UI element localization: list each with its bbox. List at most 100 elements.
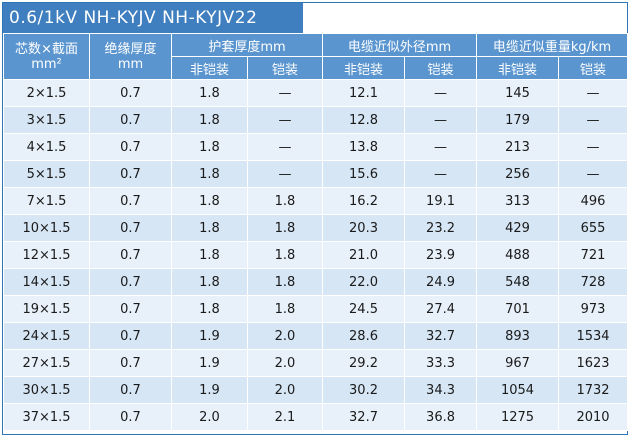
cell-diameter-unarmored: 13.8 <box>322 133 406 161</box>
cell-cores-section: 4×1.5 <box>3 133 90 161</box>
cell-diameter-armored: 32.7 <box>404 322 478 350</box>
cell-diameter-unarmored: 24.5 <box>322 295 406 323</box>
cell-cores-section: 10×1.5 <box>3 214 90 242</box>
cell-weight-unarmored: 1275 <box>476 403 560 431</box>
cell-weight-armored: 1732 <box>558 376 629 404</box>
table-row: 4×1.5 0.7 1.8—13.8—213— <box>3 133 629 161</box>
cell-weight-unarmored: 967 <box>476 349 560 377</box>
cell-sheath-armored: 2.1 <box>246 403 324 431</box>
cell-sheath-unarmored: 1.8 <box>171 295 248 323</box>
cell-weight-armored: 973 <box>558 295 629 323</box>
cell-weight-armored: — <box>558 106 629 134</box>
header-insulation-line1: 绝缘厚度 <box>104 41 157 57</box>
header-diameter-armored: 铠装 <box>404 56 478 80</box>
cell-diameter-unarmored: 20.3 <box>322 214 406 242</box>
cell-weight-armored: 728 <box>558 268 629 296</box>
cell-sheath-unarmored: 1.8 <box>171 187 248 215</box>
cell-sheath-unarmored: 1.8 <box>171 133 248 161</box>
cell-sheath-unarmored: 1.8 <box>171 268 248 296</box>
cell-insulation: 0.7 <box>89 106 172 134</box>
table-row: 24×1.5 0.7 1.9 2.0 28.6 32.7 893 1534 <box>3 322 629 350</box>
table-row: 10×1.5 0.7 1.8 1.8 20.3 23.2 429 655 <box>3 214 629 242</box>
cell-diameter-unarmored: 32.7 <box>322 403 406 431</box>
table-row: 27×1.5 0.7 1.9 2.0 29.2 33.3 967 1623 <box>3 349 629 377</box>
cell-sheath-unarmored: 1.8 <box>171 106 248 134</box>
cell-sheath-unarmored: 1.9 <box>171 349 248 377</box>
cell-sheath-armored: 1.8 <box>246 268 324 296</box>
cell-diameter-unarmored: 21.0 <box>322 241 406 269</box>
cell-weight-unarmored: 1054 <box>476 376 560 404</box>
cell-weight-unarmored: 145 <box>476 79 560 107</box>
cell-sheath-unarmored: 2.0 <box>171 403 248 431</box>
header-diameter: 电缆近似外径mm <box>322 33 478 57</box>
header-insulation: 绝缘厚度 mm <box>89 33 172 80</box>
cell-weight-armored: 496 <box>558 187 629 215</box>
cell-sheath-unarmored: 1.8 <box>171 160 248 188</box>
cell-weight-armored: 1534 <box>558 322 629 350</box>
header-sheath: 护套厚度mm <box>170 33 324 57</box>
table-row: 30×1.5 0.7 1.9 2.0 30.2 34.3 1054 1732 <box>3 376 629 404</box>
cell-diameter-unarmored: 30.2 <box>322 376 406 404</box>
cell-diameter-armored: 27.4 <box>404 295 478 323</box>
cell-cores-section: 7×1.5 <box>3 187 90 215</box>
table-title: 0.6/1kV NH-KYJV NH-KYJV22 <box>3 3 303 33</box>
cell-sheath-armored: 2.0 <box>246 376 324 404</box>
cell-weight-armored: 2010 <box>558 403 629 431</box>
cell-insulation: 0.7 <box>89 187 172 215</box>
cell-cores-section: 24×1.5 <box>3 322 90 350</box>
table-row: 12×1.5 0.7 1.8 1.8 21.0 23.9 488 721 <box>3 241 629 269</box>
cell-sheath-armored: 1.8 <box>246 241 324 269</box>
cell-sheath-armored: — <box>246 79 324 107</box>
cell-diameter-armored: — <box>404 79 478 107</box>
header-cores-section-line2: mm² <box>31 56 62 72</box>
cell-insulation: 0.7 <box>89 349 172 377</box>
cell-sheath-unarmored: 1.8 <box>171 241 248 269</box>
table-row: 3×1.5 0.7 1.8—12.8—179— <box>3 106 629 134</box>
cell-diameter-armored: 33.3 <box>404 349 478 377</box>
cell-sheath-armored: 1.8 <box>246 187 324 215</box>
cell-cores-section: 30×1.5 <box>3 376 90 404</box>
cell-sheath-armored: — <box>246 160 324 188</box>
cell-insulation: 0.7 <box>89 214 172 242</box>
cell-diameter-armored: — <box>404 133 478 161</box>
cell-diameter-armored: 24.9 <box>404 268 478 296</box>
cell-insulation: 0.7 <box>89 268 172 296</box>
table-row: 14×1.5 0.7 1.8 1.8 22.0 24.9 548 728 <box>3 268 629 296</box>
cell-sheath-armored: 1.8 <box>246 214 324 242</box>
header-weight-armored: 铠装 <box>558 56 629 80</box>
cell-cores-section: 3×1.5 <box>3 106 90 134</box>
table-row: 2×1.5 0.7 1.8—12.1—145— <box>3 79 629 107</box>
header-diameter-unarmored: 非铠装 <box>322 56 406 80</box>
cell-weight-unarmored: 256 <box>476 160 560 188</box>
cell-diameter-unarmored: 29.2 <box>322 349 406 377</box>
cell-diameter-armored: 19.1 <box>404 187 478 215</box>
table-row: 19×1.5 0.7 1.8 1.8 24.5 27.4 701 973 <box>3 295 629 323</box>
cell-weight-armored: — <box>558 79 629 107</box>
cell-weight-armored: — <box>558 160 629 188</box>
cell-weight-unarmored: 213 <box>476 133 560 161</box>
cell-insulation: 0.7 <box>89 376 172 404</box>
header-weight-unarmored: 非铠装 <box>476 56 560 80</box>
cell-weight-unarmored: 179 <box>476 106 560 134</box>
cell-cores-section: 5×1.5 <box>3 160 90 188</box>
cell-insulation: 0.7 <box>89 133 172 161</box>
cell-weight-armored: 655 <box>558 214 629 242</box>
cell-diameter-armored: 36.8 <box>404 403 478 431</box>
cell-cores-section: 27×1.5 <box>3 349 90 377</box>
cell-weight-armored: 1623 <box>558 349 629 377</box>
cell-insulation: 0.7 <box>89 241 172 269</box>
cell-cores-section: 19×1.5 <box>3 295 90 323</box>
header-cores-section: 芯数×截面 mm² <box>3 33 90 80</box>
table-row: 7×1.5 0.7 1.8 1.8 16.2 19.1 313 496 <box>3 187 629 215</box>
cell-weight-armored: 721 <box>558 241 629 269</box>
cell-weight-unarmored: 429 <box>476 214 560 242</box>
cell-diameter-armored: 34.3 <box>404 376 478 404</box>
header-weight: 电缆近似重量kg/km <box>476 33 629 57</box>
cell-diameter-unarmored: 12.1 <box>322 79 406 107</box>
cell-cores-section: 37×1.5 <box>3 403 90 431</box>
cell-diameter-armored: — <box>404 160 478 188</box>
cell-sheath-armored: 1.8 <box>246 295 324 323</box>
cell-weight-unarmored: 893 <box>476 322 560 350</box>
header-insulation-line2: mm <box>117 56 144 72</box>
